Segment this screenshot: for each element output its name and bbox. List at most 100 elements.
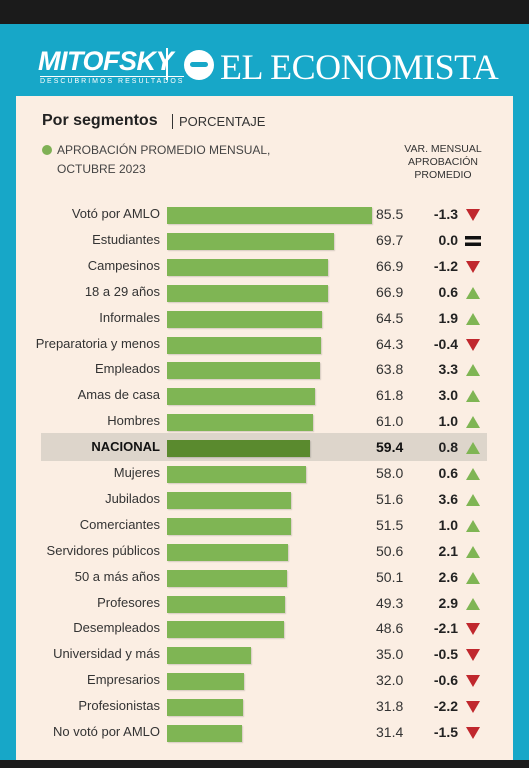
change-label: 0.0	[438, 231, 458, 248]
chart-title: Por segmentos	[42, 112, 158, 129]
category-label: NACIONAL	[91, 439, 160, 455]
value-label: 61.0	[376, 413, 404, 430]
bar	[167, 258, 328, 276]
change-label: 3.3	[438, 361, 458, 378]
category-label: Amas de casa	[77, 387, 160, 403]
top-dark-bar	[0, 0, 529, 24]
bar	[167, 647, 251, 665]
bar	[167, 336, 322, 354]
chart-row: Amas de casa 61.8 3.0	[0, 385, 529, 407]
value-label: 51.5	[376, 516, 404, 533]
legend-label: APROBACIÓN PROMEDIO MENSUAL, OCTUBRE 202…	[57, 143, 271, 176]
change-label: -0.6	[433, 672, 458, 689]
mitofsky-tagline: DESCUBRIMOS RESULTADOS	[40, 76, 185, 85]
value-label: 50.6	[376, 542, 404, 559]
chart-row: Empresarios 32.0 -0.6	[0, 670, 529, 692]
value-label: 31.4	[376, 724, 404, 740]
change-label: 0.8	[438, 439, 458, 456]
up-arrow-icon	[466, 493, 480, 506]
up-arrow-icon	[466, 597, 480, 610]
chart-row: NACIONAL 59.4 0.8	[0, 437, 529, 459]
el-economista-logo: EL ECONOMISTA	[220, 47, 499, 87]
bar	[167, 440, 310, 458]
change-label: 0.6	[438, 465, 458, 481]
value-label: 35.0	[376, 646, 404, 663]
chart-row: Servidores públicos 50.6 2.1	[0, 541, 529, 563]
bar	[167, 466, 307, 483]
change-column-header: VAR. MENSUAL APROBACIÓN PROMEDIO	[404, 143, 482, 181]
up-arrow-icon	[466, 468, 480, 480]
down-arrow-icon	[466, 701, 480, 714]
chart-row: No votó por AMLO 31.4 -1.5	[0, 722, 529, 744]
change-label: 1.0	[438, 516, 458, 533]
chart-row: Preparatoria y menos 64.3 -0.4	[0, 334, 529, 356]
category-label: Votó por AMLO	[71, 206, 160, 221]
value-label: 69.7	[376, 231, 404, 248]
header: MITOFSKY DESCUBRIMOS RESULTADOS EL ECONO…	[0, 24, 529, 96]
bar	[167, 362, 321, 380]
bar	[167, 725, 243, 742]
category-label: Estudiantes	[92, 231, 160, 247]
chart-row: Jubilados 51.6 3.6	[0, 489, 529, 511]
bar	[167, 388, 316, 406]
up-arrow-icon	[466, 312, 480, 325]
bar	[167, 207, 373, 224]
value-label: 85.5	[376, 206, 404, 222]
up-arrow-icon	[466, 545, 480, 558]
value-label: 58.0	[376, 465, 404, 481]
chart-row: 18 a 29 años 66.9 0.6	[0, 282, 529, 304]
up-arrow-icon	[466, 571, 480, 584]
bar	[167, 517, 291, 535]
category-label: Informales	[99, 309, 160, 325]
category-label: 18 a 29 años	[84, 283, 160, 299]
value-label: 50.1	[376, 568, 404, 585]
value-label: 63.8	[376, 361, 404, 378]
bar	[167, 414, 314, 432]
value-label: 59.4	[376, 439, 404, 456]
bar	[167, 491, 291, 509]
chart-subtitle: PORCENTAJE	[172, 114, 265, 129]
bar	[167, 284, 328, 302]
chart-row: Informales 64.5 1.9	[0, 308, 529, 330]
legend-marker	[42, 145, 52, 155]
logo-separator	[166, 48, 168, 80]
chart-row: Estudiantes 69.7 0.0	[0, 230, 529, 252]
value-label: 66.9	[376, 257, 404, 274]
chart-row: Votó por AMLO 85.5 -1.3	[0, 204, 529, 226]
chart-row: Universidad y más 35.0 -0.5	[0, 644, 529, 666]
chart-row: Campesinos 66.9 -1.2	[0, 256, 529, 278]
category-label: No votó por AMLO	[53, 724, 160, 739]
category-label: Campesinos	[87, 257, 160, 273]
change-label: -1.3	[433, 206, 458, 222]
chart-row: Hombres 61.0 1.0	[0, 411, 529, 433]
change-label: -1.5	[433, 724, 458, 740]
up-arrow-icon	[466, 364, 480, 377]
bar	[167, 595, 286, 613]
up-arrow-icon	[466, 416, 480, 429]
category-label: Empresarios	[87, 672, 160, 688]
down-arrow-icon	[466, 649, 480, 662]
el-economista-icon	[184, 50, 214, 80]
change-label: -2.2	[433, 698, 458, 715]
bar	[167, 569, 288, 587]
change-label: -0.4	[433, 335, 458, 352]
category-label: Servidores públicos	[46, 542, 160, 558]
change-label: 0.6	[438, 283, 458, 300]
value-label: 31.8	[376, 698, 404, 715]
category-label: Jubilados	[105, 490, 160, 506]
value-label: 48.6	[376, 620, 404, 637]
category-label: Hombres	[107, 413, 160, 429]
chart-row: 50 a más años 50.1 2.6	[0, 567, 529, 589]
change-label: 1.9	[438, 309, 458, 326]
change-label: 3.0	[438, 387, 458, 404]
chart-row: Mujeres 58.0 0.6	[0, 463, 529, 485]
category-label: Profesores	[97, 594, 160, 610]
mitofsky-logo: MITOFSKY	[38, 46, 174, 76]
equal-icon	[465, 235, 481, 246]
bottom-dark-bar	[0, 760, 529, 768]
value-label: 49.3	[376, 594, 404, 611]
bar	[167, 673, 244, 691]
category-label: Empleados	[94, 361, 160, 377]
change-label: 1.0	[438, 413, 458, 430]
value-label: 51.6	[376, 490, 404, 507]
